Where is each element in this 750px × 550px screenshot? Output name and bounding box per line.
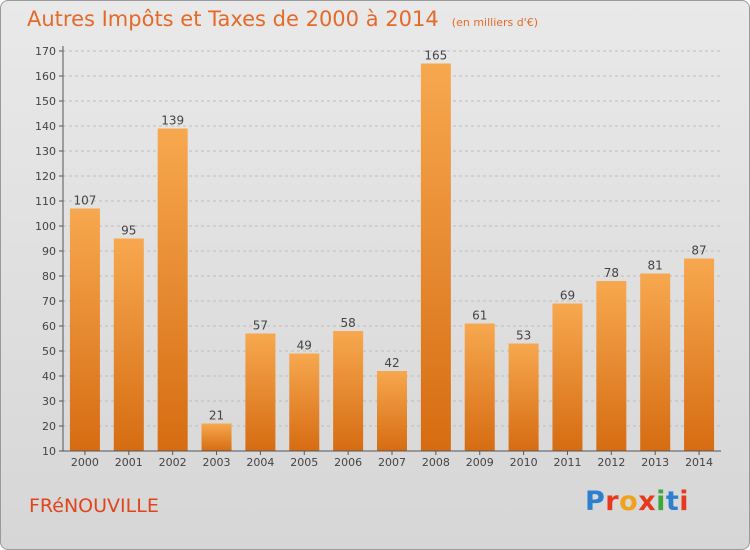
bar-value-label: 165: [424, 49, 447, 63]
bar-value-label: 42: [384, 356, 399, 370]
x-tick-label: 2002: [159, 456, 187, 469]
bar: [464, 323, 495, 451]
bar-value-label: 49: [297, 339, 312, 353]
bar: [640, 273, 671, 451]
y-tick-label: 160: [35, 70, 56, 83]
bars: [69, 63, 715, 451]
y-tick-label: 140: [35, 120, 56, 133]
logo-letter: x: [638, 486, 657, 517]
bar: [157, 128, 188, 451]
bar-value-label: 78: [604, 266, 619, 280]
x-tick-label: 2014: [685, 456, 713, 469]
bar: [245, 333, 276, 451]
bar: [69, 208, 100, 451]
x-tick-label: 2004: [246, 456, 274, 469]
y-tick-label: 30: [42, 395, 56, 408]
bar: [552, 303, 583, 451]
data-labels: 107 95 139 21 57 49 58 42 165 61 53 69 78 81 87: [73, 49, 706, 423]
y-tick-label: 80: [42, 270, 56, 283]
bar-value-label: 95: [121, 224, 136, 238]
bar-value-label: 58: [340, 316, 355, 330]
axes: 10 20 30 40 50 60 70 80 90 100 110 120 130 140 150 160 1…: [35, 45, 721, 469]
chart-subtitle: (en milliers d'€): [451, 16, 539, 29]
y-tick-label: 70: [42, 295, 56, 308]
y-tick-label: 120: [35, 170, 56, 183]
y-tick-label: 130: [35, 145, 56, 158]
y-tick-label: 50: [42, 345, 56, 358]
bar: [684, 258, 715, 451]
bar: [377, 371, 407, 451]
bar-value-label: 87: [691, 244, 706, 258]
y-tick-label: 20: [42, 420, 56, 433]
bar: [289, 353, 320, 451]
logo-letter: i: [679, 486, 690, 517]
x-tick-label: 2013: [641, 456, 669, 469]
bar: [420, 63, 451, 451]
logo-letter: t: [665, 486, 680, 517]
bar: [201, 423, 232, 451]
bar: [596, 281, 627, 451]
proxiti-logo: Proxiti: [585, 486, 689, 517]
bar-value-label: 81: [648, 259, 663, 273]
x-tick-label: 2007: [378, 456, 406, 469]
logo-letter: i: [656, 486, 666, 517]
x-tick-label: 2003: [203, 456, 231, 469]
bar-value-label: 53: [516, 329, 531, 343]
x-tick-label: 2009: [466, 456, 494, 469]
bar: [508, 343, 539, 451]
bar-value-label: 69: [560, 289, 575, 303]
bar-value-label: 107: [73, 194, 96, 208]
y-tick-label: 100: [35, 220, 56, 233]
bar-chart: 10 20 30 40 50 60 70 80 90 100 110 120 130 140 150 160 1…: [35, 45, 721, 469]
commune-name: FRéNOUVILLE: [29, 495, 159, 517]
y-tick-label: 170: [35, 45, 56, 58]
bar-value-label: 21: [209, 409, 224, 423]
x-tick-label: 2011: [553, 456, 581, 469]
bar-value-label: 61: [472, 309, 487, 323]
x-tick-label: 2005: [290, 456, 318, 469]
y-tick-label: 150: [35, 95, 56, 108]
x-tick-label: 2008: [422, 456, 450, 469]
x-tick-label: 2001: [115, 456, 143, 469]
y-tick-label: 110: [35, 195, 56, 208]
bar: [333, 331, 364, 451]
y-tick-label: 90: [42, 245, 56, 258]
x-tick-label: 2012: [597, 456, 625, 469]
logo-letter: r: [605, 486, 620, 517]
bar: [113, 238, 144, 451]
y-tick-label: 40: [42, 370, 56, 383]
chart-title: Autres Impôts et Taxes de 2000 à 2014: [27, 7, 439, 31]
y-tick-label: 60: [42, 320, 56, 333]
y-tick-label: 10: [42, 445, 56, 458]
logo-letter: o: [619, 486, 639, 517]
bar-value-label: 57: [253, 319, 268, 333]
x-tick-label: 2010: [510, 456, 538, 469]
x-tick-label: 2006: [334, 456, 362, 469]
bar-value-label: 139: [161, 114, 184, 128]
logo-letter: P: [585, 486, 606, 517]
x-tick-label: 2000: [71, 456, 99, 469]
chart-header: Autres Impôts et Taxes de 2000 à 2014 (e…: [27, 7, 538, 31]
